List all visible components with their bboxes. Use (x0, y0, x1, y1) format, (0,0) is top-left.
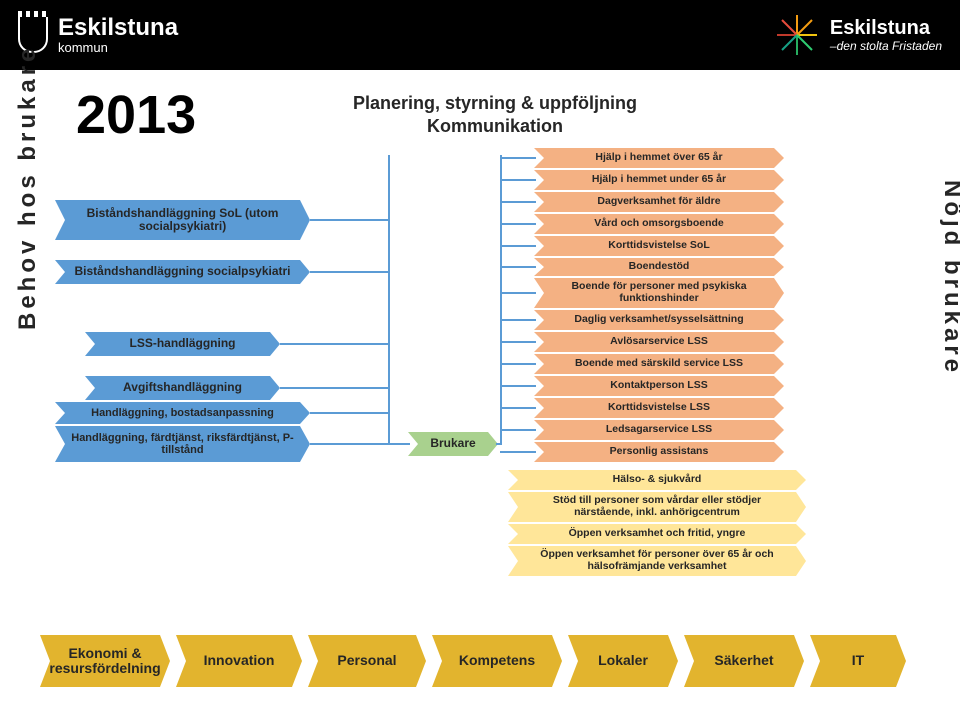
logo-left: Eskilstuna kommun (18, 16, 178, 55)
left-box: LSS-handläggning (85, 332, 280, 356)
bottom-row: Ekonomi & resursfördelning Innovation Pe… (40, 635, 906, 687)
plan-title-l2: Kommunikation (427, 116, 563, 136)
bottom-box: IT (810, 635, 906, 687)
right-box: Daglig verksamhet/sysselsättning (534, 310, 784, 330)
diagram-stage: Behov hos brukare Nöjd brukare 2013 Plan… (0, 70, 960, 707)
bottom-box: Lokaler (568, 635, 678, 687)
yellow-box: Stöd till personer som vårdar eller stöd… (508, 492, 806, 522)
right-box: Kontaktperson LSS (534, 376, 784, 396)
right-box: Avlösarservice LSS (534, 332, 784, 352)
left-box: Handläggning, bostadsanpassning (55, 402, 310, 424)
header-right-title: Eskilstuna (830, 17, 930, 39)
plan-title-l1: Planering, styrning & uppföljning (353, 93, 637, 113)
right-box: Vård och omsorgsboende (534, 214, 784, 234)
plan-title: Planering, styrning & uppföljning Kommun… (330, 92, 660, 139)
right-box: Dagverksamhet för äldre (534, 192, 784, 212)
right-box: Hjälp i hemmet under 65 år (534, 170, 784, 190)
right-box: Korttidsvistelse LSS (534, 398, 784, 418)
header-right-sub: –den stolta Fristaden (830, 39, 942, 53)
right-box: Personlig assistans (534, 442, 784, 462)
left-box: Biståndshandläggning socialpsykiatri (55, 260, 310, 284)
right-box: Hjälp i hemmet över 65 år (534, 148, 784, 168)
right-box: Boendestöd (534, 258, 784, 276)
left-box: Handläggning, färdtjänst, riksfärdtjänst… (55, 426, 310, 462)
header-bar: Eskilstuna kommun Eskilstuna (0, 0, 960, 70)
spark-icon (772, 10, 822, 60)
year-label: 2013 (76, 84, 196, 146)
yellow-box: Hälso- & sjukvård (508, 470, 806, 490)
right-box: Ledsagarservice LSS (534, 420, 784, 440)
right-box: Boende för personer med psykiska funktio… (534, 278, 784, 308)
left-box: Biståndshandläggning SoL (utom socialpsy… (55, 200, 310, 240)
bottom-box: Ekonomi & resursfördelning (40, 635, 170, 687)
left-axis-label: Behov hos brukare (14, 45, 42, 330)
right-axis-label: Nöjd brukare (938, 180, 960, 376)
yellow-box: Öppen verksamhet för personer över 65 år… (508, 546, 806, 576)
brukare-box: Brukare (408, 432, 498, 456)
yellow-box: Öppen verksamhet och fritid, yngre (508, 524, 806, 544)
bottom-box: Personal (308, 635, 426, 687)
logo-right: Eskilstuna –den stolta Fristaden (772, 10, 942, 60)
right-box: Boende med särskild service LSS (534, 354, 784, 374)
header-left-title: Eskilstuna (58, 14, 178, 41)
bottom-box: Innovation (176, 635, 302, 687)
bottom-box: Kompetens (432, 635, 562, 687)
header-left-sub: kommun (58, 40, 178, 55)
left-box: Avgiftshandläggning (85, 376, 280, 400)
bottom-box: Säkerhet (684, 635, 804, 687)
right-box: Korttidsvistelse SoL (534, 236, 784, 256)
